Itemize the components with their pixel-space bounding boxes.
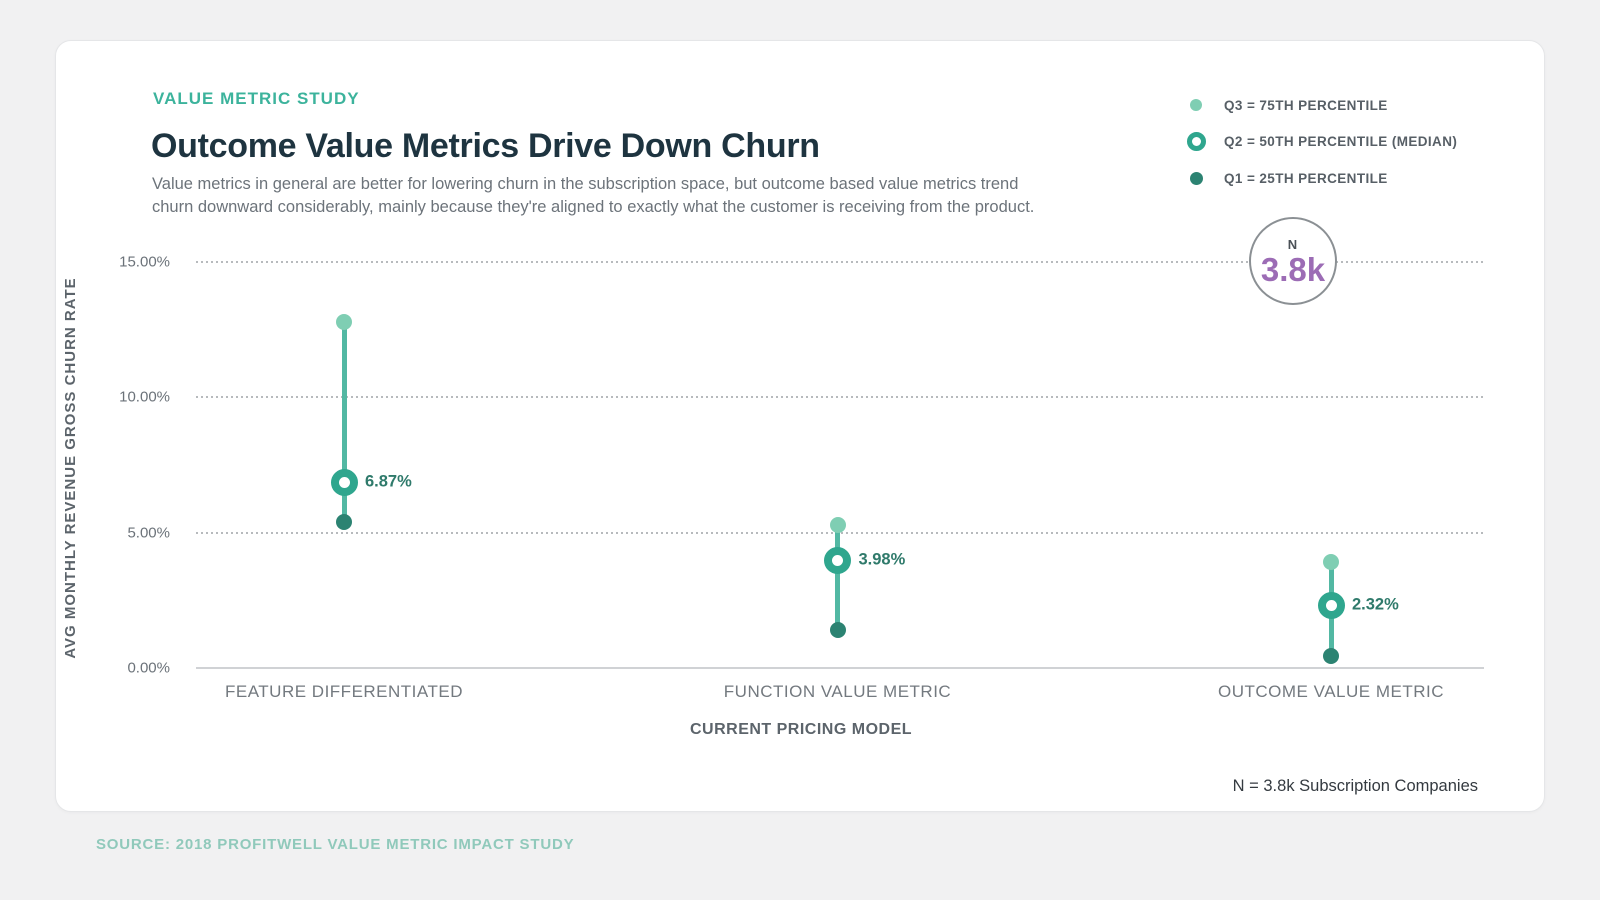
gridline (196, 396, 1484, 399)
y-tick-label: 0.00% (127, 659, 170, 677)
median-value-label: 2.32% (1352, 595, 1399, 614)
sample-size-value: 3.8k (1260, 250, 1326, 288)
source-credit: SOURCE: 2018 PROFITWELL VALUE METRIC IMP… (96, 836, 575, 853)
category-label: FUNCTION VALUE METRIC (723, 682, 952, 701)
gridline (196, 531, 1484, 534)
q3-dot (336, 313, 352, 330)
eyebrow-label: VALUE METRIC STUDY (153, 89, 360, 108)
page-title: Outcome Value Metrics Drive Down Churn (151, 127, 820, 165)
y-axis-title: AVG MONTHLY REVENUE GROSS CHURN RATE (62, 277, 79, 659)
legend: Q3 = 75TH PERCENTILE Q2 = 50TH PERCENTILE… (1184, 87, 1457, 197)
q1-dot (829, 622, 846, 639)
sample-size-badge: N 3.8k (1249, 217, 1337, 305)
legend-label: Q3 = 75TH PERCENTILE (1224, 97, 1388, 113)
legend-item: Q3 = 75TH PERCENTILE (1184, 87, 1457, 124)
y-tick-label: 10.00% (119, 388, 170, 406)
y-tick-label: 5.00% (127, 524, 170, 542)
median-value-label: 6.87% (365, 472, 412, 491)
chart-area: 15.00% 10.00% 5.00% 0.00% 6.87% FEATURE DIFFE… (119, 254, 1484, 701)
legend-item: Q2 = 50TH PERCENTILE (MEDIAN) (1184, 124, 1457, 161)
range-line (341, 321, 347, 522)
x-axis-line (196, 667, 1484, 669)
y-tick-label: 15.00% (119, 253, 170, 271)
q3-dot (1323, 554, 1339, 571)
range-line (835, 524, 840, 631)
dot-light-legend-icon (1184, 99, 1208, 112)
subtitle-text: Value metrics in general are better for … (152, 175, 1035, 216)
legend-label: Q2 = 50TH PERCENTILE (MEDIAN) (1224, 134, 1458, 150)
q1-dot (1323, 647, 1339, 664)
chart-card: VALUE METRIC STUDY Outcome Value Metrics… (55, 40, 1545, 812)
sample-size-footnote: N = 3.8k Subscription Companies (1232, 777, 1478, 795)
legend-item: Q1 = 25TH PERCENTILE (1184, 160, 1457, 197)
category-label: OUTCOME VALUE METRIC (1218, 682, 1444, 701)
category-label: FEATURE DIFFERENTIATED (225, 682, 463, 701)
q2-median-ring (1317, 591, 1345, 619)
x-axis-title: CURRENT PRICING MODEL (689, 721, 913, 738)
q3-dot (829, 516, 846, 533)
sample-size-label: N (1287, 236, 1299, 252)
q2-median-ring (824, 546, 851, 574)
legend-label: Q1 = 25TH PERCENTILE (1224, 170, 1388, 186)
q2-median-ring (330, 468, 358, 496)
q1-dot (336, 513, 352, 530)
median-value-label: 3.98% (858, 550, 906, 569)
gridline (196, 261, 1484, 263)
dot-dark-legend-icon (1184, 171, 1208, 185)
ring-legend-icon (1184, 132, 1208, 152)
